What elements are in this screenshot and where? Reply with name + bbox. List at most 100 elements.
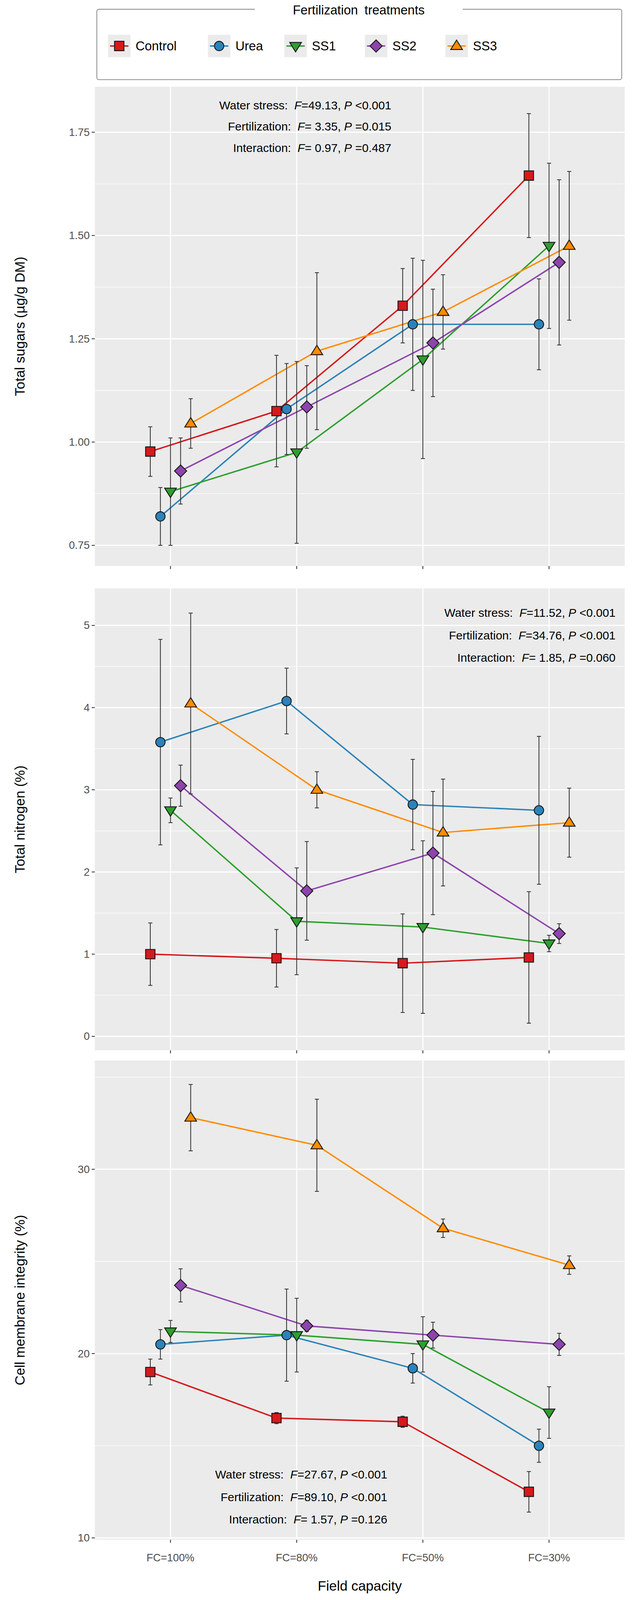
error-cap xyxy=(284,667,289,669)
y-axis-title: Total nitrogen (%) xyxy=(12,765,28,874)
error-cap xyxy=(410,1352,415,1354)
error-cap xyxy=(536,278,541,280)
annotation-part: = 3.35, xyxy=(304,119,344,133)
grid-line xyxy=(94,624,625,626)
annotation-part: = 1.85, xyxy=(529,650,569,664)
marker xyxy=(408,799,418,810)
minor-grid xyxy=(94,830,625,831)
error-cap xyxy=(188,1083,193,1085)
marker xyxy=(543,1408,555,1418)
marker xyxy=(145,949,156,959)
marker xyxy=(145,446,156,457)
error-cap xyxy=(431,914,435,915)
y-tick-label: 30 xyxy=(77,1162,90,1175)
error-cap xyxy=(547,327,551,329)
error-cap xyxy=(526,1022,531,1023)
annotation-part: Interaction: xyxy=(457,650,522,664)
annotation-part: F xyxy=(290,1467,298,1481)
error-cap xyxy=(410,1382,415,1383)
legend-key-marker xyxy=(450,40,463,50)
grid-line xyxy=(295,86,298,566)
error-cap xyxy=(168,821,173,823)
series-line xyxy=(170,809,550,943)
y-tick xyxy=(91,1536,95,1538)
annotation-part: Water stress: xyxy=(219,98,295,112)
error-cap xyxy=(274,1411,279,1413)
marker xyxy=(397,1416,408,1426)
legend-label: SS3 xyxy=(472,38,498,54)
marker xyxy=(563,1258,576,1269)
error-cap xyxy=(420,1315,425,1317)
error-cap xyxy=(284,363,289,364)
minor-grid xyxy=(94,286,625,287)
error-cap xyxy=(178,437,183,439)
error-cap xyxy=(284,453,289,455)
error-cap xyxy=(168,437,173,439)
annotation-part: =0.487 xyxy=(351,141,392,155)
error-cap xyxy=(284,1288,289,1289)
grid-line xyxy=(94,1168,625,1170)
grid-line xyxy=(548,86,550,566)
panel xyxy=(94,86,625,566)
error-cap xyxy=(431,395,435,397)
marker xyxy=(281,696,292,706)
error-cap xyxy=(567,171,572,172)
y-tick xyxy=(91,235,95,236)
y-tick-label: 4 xyxy=(83,701,90,714)
grid-line xyxy=(94,441,625,443)
marker xyxy=(543,939,555,949)
annotation-part: Interaction: xyxy=(229,1512,294,1526)
x-tick xyxy=(422,565,424,569)
annotation-part: F xyxy=(297,141,306,155)
annotation-part: =34.76, xyxy=(525,628,569,642)
series-line xyxy=(160,1334,540,1446)
error-cap xyxy=(567,1273,572,1275)
grid-line xyxy=(422,588,424,1050)
error-cap xyxy=(431,790,435,792)
marker xyxy=(437,1221,450,1232)
error-cap xyxy=(526,1511,531,1512)
annotation-part: P xyxy=(340,1489,348,1503)
error-cap xyxy=(148,922,153,924)
marker xyxy=(290,1331,303,1341)
marker xyxy=(184,697,197,707)
y-tick-label: 10 xyxy=(77,1530,90,1544)
annotation: Water stress: F=27.67, P <0.001 xyxy=(215,1467,388,1481)
annotation: Interaction: F= 0.97, P =0.487 xyxy=(233,141,392,155)
annotation-part: F xyxy=(294,98,303,112)
error-cap xyxy=(440,1218,445,1219)
error-cap xyxy=(178,805,183,807)
y-tick-label: 1 xyxy=(83,947,90,960)
annotation-part: P xyxy=(340,1512,348,1526)
legend-key-bg xyxy=(108,34,131,58)
error-cap xyxy=(400,1426,405,1428)
error-cap xyxy=(274,354,279,356)
y-tick xyxy=(91,871,95,872)
error-cap xyxy=(314,807,319,808)
x-tick-label: FC=50% xyxy=(401,1550,444,1563)
error-cap xyxy=(410,257,415,259)
error-cap xyxy=(400,342,405,344)
annotation-part: Fertilization: xyxy=(449,628,519,642)
annotation-part: P xyxy=(343,141,352,155)
legend-label: SS1 xyxy=(311,38,337,54)
error-cap xyxy=(440,274,445,275)
error-cap xyxy=(526,1470,531,1472)
error-cap xyxy=(314,771,319,772)
marker xyxy=(523,171,534,181)
error-cap xyxy=(274,1422,279,1424)
annotation-part: <0.001 xyxy=(351,98,392,112)
error-cap xyxy=(294,1297,299,1299)
marker xyxy=(164,488,177,498)
marker xyxy=(417,1340,429,1350)
marker xyxy=(397,958,408,968)
panel xyxy=(94,588,625,1050)
panel xyxy=(94,1060,625,1540)
error-cap xyxy=(567,787,572,789)
x-tick xyxy=(296,1049,298,1054)
y-tick xyxy=(91,1352,95,1354)
legend-box xyxy=(96,9,622,80)
error-cap xyxy=(314,1190,319,1192)
series-line xyxy=(170,1331,550,1413)
marker xyxy=(417,923,429,933)
